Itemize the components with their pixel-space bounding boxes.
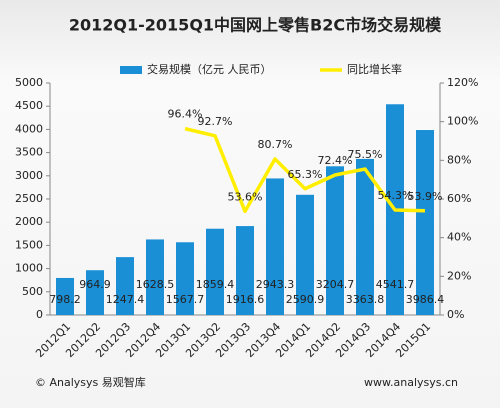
bar [206, 228, 224, 315]
bar-value-label: 1628.5 [136, 278, 175, 291]
bar-value-label: 1247.4 [106, 293, 145, 306]
line-value-label: 80.7% [258, 138, 293, 151]
y2-tick-label: 20% [447, 269, 471, 282]
bar [146, 239, 164, 315]
bar-value-label: 4541.7 [376, 278, 415, 291]
line-value-label: 96.4% [168, 108, 203, 121]
y-tick-label: 0 [36, 308, 43, 321]
y2-tick-label: 100% [447, 115, 478, 128]
legend-swatch [120, 66, 142, 74]
bar [116, 257, 134, 315]
line-value-label: 53.9% [408, 190, 443, 203]
y2-tick-label: 120% [447, 76, 478, 89]
y-tick-label: 4500 [15, 99, 43, 112]
bar-value-label: 2590.9 [286, 293, 325, 306]
bar [296, 194, 314, 315]
bar-value-label: 3986.4 [406, 293, 445, 306]
bar-value-label: 798.2 [49, 293, 81, 306]
bar [416, 130, 434, 315]
chart-title: 2012Q1-2015Q1中国网上零售B2C市场交易规模 [69, 16, 442, 35]
line-value-label: 53.6% [228, 190, 263, 203]
footer-left: © Analysys 易观智库 [35, 375, 146, 389]
bar-value-label: 3363.8 [346, 293, 385, 306]
y-tick-label: 3500 [15, 146, 43, 159]
y-tick-label: 5000 [15, 76, 43, 89]
y-tick-label: 4000 [15, 122, 43, 135]
bar-value-label: 1567.7 [166, 293, 205, 306]
bar-value-label: 2943.3 [256, 278, 295, 291]
bar-value-label: 1859.4 [196, 278, 235, 291]
legend-label: 交易规模（亿元 人民币） [147, 62, 272, 76]
y-tick-label: 3000 [15, 169, 43, 182]
bar [356, 158, 374, 315]
y2-tick-label: 0% [447, 308, 464, 321]
y-tick-label: 1000 [15, 262, 43, 275]
bar-value-label: 3204.7 [316, 278, 355, 291]
y-tick-label: 1500 [15, 238, 43, 251]
bar-value-label: 964.9 [79, 278, 111, 291]
bar [266, 178, 284, 315]
line-value-label: 54.3% [378, 189, 413, 202]
bar [236, 226, 254, 315]
line-value-label: 75.5% [348, 148, 383, 161]
legend-label: 同比增长率 [347, 62, 402, 76]
line-value-label: 65.3% [288, 168, 323, 181]
bar [86, 270, 104, 315]
bar [326, 166, 344, 315]
y2-tick-label: 80% [447, 153, 471, 166]
footer-right: www.analysys.cn [364, 376, 458, 389]
y2-tick-label: 40% [447, 231, 471, 244]
y-tick-label: 2000 [15, 215, 43, 228]
bar [56, 277, 74, 315]
y2-tick-label: 60% [447, 192, 471, 205]
y-tick-label: 500 [22, 285, 43, 298]
line-value-label: 92.7% [198, 115, 233, 128]
line-value-label: 72.4% [318, 154, 353, 167]
y-tick-label: 2500 [15, 192, 43, 205]
line [184, 126, 426, 214]
bar-value-label: 1916.6 [226, 293, 265, 306]
bar [176, 242, 194, 315]
